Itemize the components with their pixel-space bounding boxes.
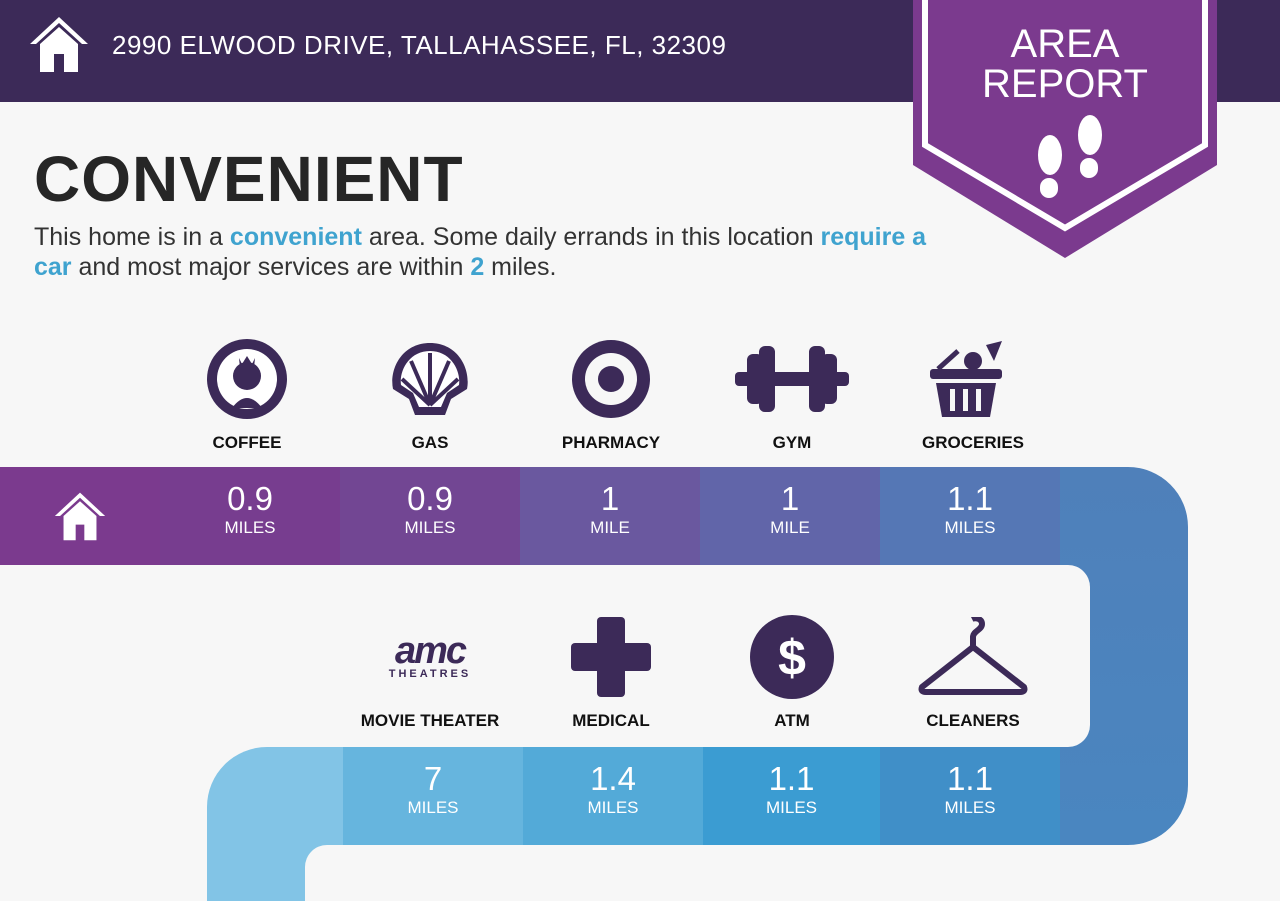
desc-text: and most major services are within [71, 253, 471, 281]
distance-value: 1.1 [768, 760, 815, 797]
distance-unit: MILES [404, 518, 456, 537]
target-icon [521, 334, 701, 424]
distance-unit: MILES [224, 518, 276, 537]
home-cell [0, 467, 160, 565]
distance-unit: MILE [590, 518, 630, 537]
distance-groceries: 1.1 MILES [880, 467, 1060, 565]
area-report-badge [913, 0, 1217, 258]
label-medical: MEDICAL [572, 711, 650, 730]
distance-medical: 1.4 MILES [523, 747, 703, 845]
starbucks-icon [157, 334, 337, 424]
dollar-icon: $ [702, 612, 882, 702]
label-atm: ATM [774, 711, 810, 730]
distance-gym: 1 MILE [700, 467, 880, 565]
distance-value: 1.4 [590, 760, 636, 797]
amc-logo-sub: THEATRES [388, 668, 472, 680]
distance-value: 1 [600, 480, 620, 517]
description: This home is in a convenient area. Some … [34, 222, 934, 282]
desc-highlight: 2 [470, 253, 485, 281]
page-title: CONVENIENT [34, 143, 464, 215]
badge-line1: AREA [1010, 22, 1120, 66]
path-gap [305, 845, 1280, 901]
distance-value: 1.1 [947, 480, 993, 517]
distance-unit: MILES [944, 518, 996, 537]
distance-cleaners: 1.1 MILES [880, 747, 1060, 845]
shell-icon [340, 334, 520, 424]
label-pharmacy: PHARMACY [561, 433, 661, 452]
label-cleaners: CLEANERS [926, 711, 1020, 730]
home-icon [30, 17, 88, 72]
distance-gas: 0.9 MILES [340, 467, 520, 565]
footprints-icon [1038, 115, 1102, 198]
desc-text: This home is in a [34, 223, 230, 251]
svg-text:$: $ [778, 630, 806, 686]
distance-unit: MILES [587, 798, 639, 817]
label-gym: GYM [772, 433, 812, 452]
distance-unit: MILE [770, 518, 810, 537]
amc-logo: amc [394, 630, 467, 672]
distance-atm: 1.1 MILES [703, 747, 880, 845]
distance-movie-theater: 7 MILES [343, 747, 523, 845]
badge-line2: REPORT [982, 62, 1148, 106]
distance-value: 0.9 [227, 480, 273, 517]
distance-value: 1 [780, 480, 800, 517]
label-movie-theater: MOVIE THEATER [360, 711, 500, 730]
label-gas: GAS [411, 433, 449, 452]
distance-value: 0.9 [407, 480, 453, 517]
distance-unit: MILES [407, 798, 459, 817]
dumbbell-icon [702, 334, 882, 424]
distance-unit: MILES [944, 798, 996, 817]
badge-title: AREA REPORT [913, 24, 1217, 104]
amc-theatres-icon: amc THEATRES [340, 612, 520, 702]
distance-value: 7 [423, 760, 443, 797]
desc-text: miles. [484, 253, 557, 281]
desc-text: area. Some daily errands in this locatio… [361, 223, 821, 251]
home-icon [54, 492, 106, 541]
medical-cross-icon [521, 612, 701, 702]
distance-pharmacy: 1 MILE [520, 467, 700, 565]
label-coffee: COFFEE [212, 433, 282, 452]
basket-icon [883, 334, 1063, 424]
desc-highlight: require a car [34, 223, 927, 281]
property-address: 2990 ELWOOD DRIVE, TALLAHASSEE, FL, 3230… [112, 30, 727, 60]
distance-unit: MILES [765, 798, 818, 817]
label-groceries: GROCERIES [921, 433, 1025, 452]
distance-coffee: 0.9 MILES [160, 467, 340, 565]
distance-value: 1.1 [947, 760, 993, 797]
desc-highlight: convenient [229, 223, 362, 251]
hanger-icon [883, 612, 1063, 702]
